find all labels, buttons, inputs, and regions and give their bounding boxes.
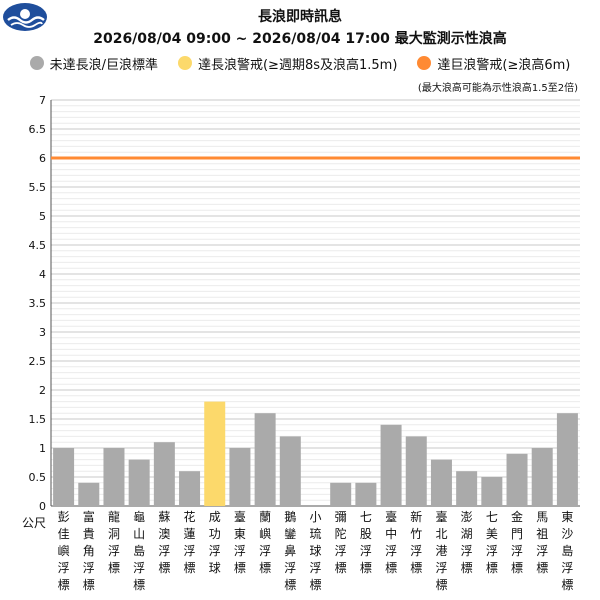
bar <box>506 453 528 506</box>
bar <box>456 471 478 506</box>
y-tick-label: 6 <box>39 152 46 165</box>
legend-swatch-swell-warning <box>177 56 192 70</box>
bar <box>430 459 452 506</box>
chart-title: 長浪即時訊息 <box>258 9 342 25</box>
y-tick-label: 4.5 <box>29 239 47 252</box>
x-tick-label: 七股浮標 <box>360 510 372 575</box>
x-tick-label: 成功浮球 <box>209 510 221 575</box>
legend-swatch-normal <box>29 56 44 70</box>
x-tick-label: 東沙島浮標 <box>561 510 573 592</box>
bar <box>229 448 251 506</box>
x-tick-label: 臺中浮標 <box>385 509 397 575</box>
y-axis: 0 0.5 1 1.5 2 2.5 3 3.5 4 4.5 5 5.5 6 6.5 7 <box>29 94 580 513</box>
y-tick-label: 7 <box>39 94 46 107</box>
chart-note: (最大浪高可能為示性浪高1.5至2倍) <box>418 81 578 94</box>
bar <box>153 442 175 506</box>
legend-item-normal: 未達長浪/巨浪標準 <box>29 54 158 73</box>
bar <box>380 424 402 506</box>
legend-label-normal: 未達長浪/巨浪標準 <box>49 57 158 73</box>
bar <box>556 413 578 506</box>
x-tick-label: 花蓮浮標 <box>184 509 196 575</box>
x-tick-label: 臺北港浮標 <box>435 509 447 592</box>
x-tick-label: 新竹浮標 <box>410 509 422 575</box>
x-tick-label: 金門浮標 <box>511 509 523 575</box>
agency-logo <box>3 3 47 31</box>
bar <box>279 436 301 506</box>
y-tick-label: 6.5 <box>29 123 47 136</box>
bar <box>53 448 75 506</box>
x-tick-label: 七美浮標 <box>486 510 498 575</box>
x-tick-label: 蘭嶼浮標 <box>259 510 271 575</box>
y-tick-label: 3.5 <box>29 297 47 310</box>
x-tick-label: 彌陀浮標 <box>335 510 347 575</box>
y-tick-label: 5 <box>39 210 46 223</box>
bar <box>128 459 150 506</box>
y-tick-label: 0 <box>39 500 46 513</box>
x-tick-label: 蘇澳浮標 <box>158 510 170 575</box>
x-tick-label: 澎湖浮標 <box>461 510 473 575</box>
bar <box>78 482 100 506</box>
bar <box>103 448 125 506</box>
legend: 未達長浪/巨浪標準 達長浪警戒(≥週期8s及浪高1.5m) 達巨浪警戒(≥浪高6… <box>0 53 600 73</box>
bar <box>405 436 427 506</box>
bar <box>204 401 226 506</box>
x-tick-label: 小琉球浮標 <box>309 510 321 592</box>
x-tick-label: 臺東浮標 <box>234 509 246 575</box>
y-tick-label: 3 <box>39 326 46 339</box>
bar <box>531 448 553 506</box>
bar <box>254 413 276 506</box>
y-tick-label: 1.5 <box>29 413 47 426</box>
y-axis-unit: 公尺 <box>22 516 46 530</box>
x-tick-label: 彭佳嶼浮標 <box>58 510 70 592</box>
x-axis: 彭佳嶼浮標 富貴角浮標 龍洞浮標 龜山島浮標 蘇澳浮標 花蓮浮標 成功浮球 臺東浮標 蘭嶼浮標 鵝… <box>58 509 574 592</box>
legend-item-swell-warning: 達長浪警戒(≥週期8s及浪高1.5m) <box>177 54 398 73</box>
y-tick-label: 2 <box>39 384 46 397</box>
x-tick-label: 鵝鑾鼻浮標 <box>284 510 296 592</box>
y-tick-label: 5.5 <box>29 181 47 194</box>
legend-label-swell-warning: 達長浪警戒(≥週期8s及浪高1.5m) <box>197 57 398 73</box>
grid-lines <box>51 99 580 507</box>
x-tick-label: 富貴角浮標 <box>83 509 95 592</box>
y-tick-label: 0.5 <box>29 471 47 484</box>
bar <box>330 482 352 506</box>
y-tick-label: 2.5 <box>29 355 47 368</box>
x-tick-label: 龜山島浮標 <box>133 510 145 592</box>
legend-item-giant-wave-warning: 達巨浪警戒(≥浪高6m) <box>417 54 570 73</box>
y-tick-label: 4 <box>39 268 46 281</box>
bar <box>355 482 377 506</box>
x-tick-label: 馬祖浮標 <box>536 510 548 575</box>
legend-label-giant-wave-warning: 達巨浪警戒(≥浪高6m) <box>437 57 571 73</box>
chart-subtitle: 2026/08/04 09:00 ~ 2026/08/04 17:00 最大監測… <box>93 31 507 47</box>
y-tick-label: 1 <box>39 442 46 455</box>
legend-swatch-giant-wave-warning <box>417 56 432 70</box>
bars <box>53 401 578 506</box>
bar <box>179 471 201 506</box>
bar <box>481 477 503 506</box>
x-tick-label: 龍洞浮標 <box>108 509 120 575</box>
